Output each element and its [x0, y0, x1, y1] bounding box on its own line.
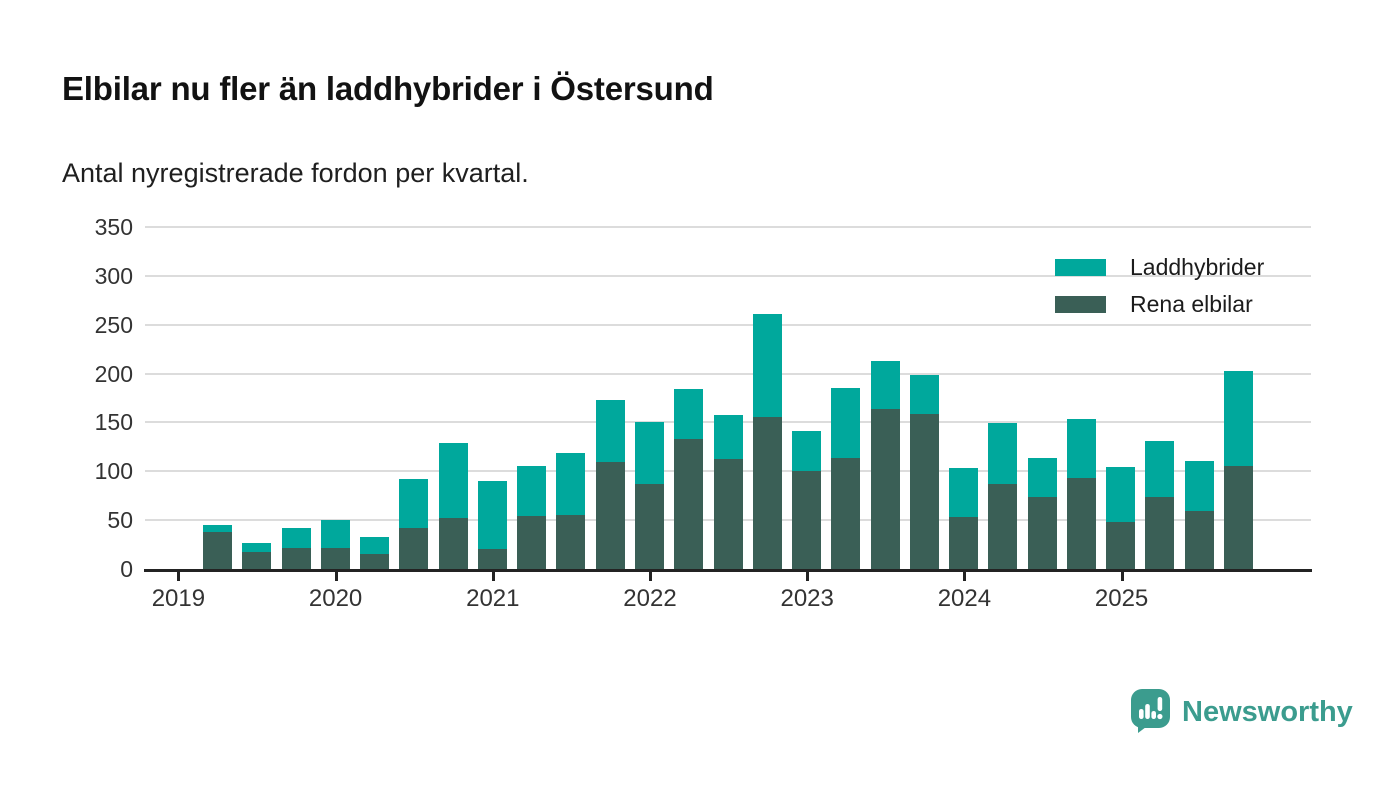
- bar-segment-rena-elbilar: [1106, 522, 1136, 569]
- bar-segment-rena-elbilar: [360, 554, 390, 569]
- gridline: [145, 323, 1311, 326]
- y-axis-label: 350: [94, 214, 133, 240]
- gridline: [145, 372, 1311, 375]
- bar-segment-laddhybrider: [595, 399, 625, 462]
- bar-segment-laddhybrider: [949, 468, 979, 518]
- bar-segment-laddhybrider: [634, 422, 664, 484]
- bar-segment-rena-elbilar: [634, 483, 664, 569]
- bar-segment-rena-elbilar: [242, 552, 272, 569]
- bar-segment-rena-elbilar: [1027, 496, 1057, 569]
- x-axis-label: 2019: [151, 585, 206, 612]
- bar-segment-laddhybrider: [988, 423, 1018, 484]
- y-axis-label: 150: [94, 409, 133, 436]
- bar-segment-laddhybrider: [870, 360, 900, 409]
- bar-segment-laddhybrider: [831, 388, 861, 458]
- bar-segment-rena-elbilar: [1224, 466, 1254, 569]
- bar-segment-laddhybrider: [909, 374, 939, 414]
- x-axis-line: [144, 569, 1312, 572]
- bar-segment-rena-elbilar: [517, 516, 547, 569]
- bar-segment-laddhybrider: [1224, 370, 1254, 467]
- x-axis-tick: [806, 572, 810, 581]
- bar-segment-laddhybrider: [1066, 419, 1096, 479]
- y-axis-label: 250: [94, 311, 133, 338]
- legend-swatch-rena-elbilar: [1055, 295, 1106, 313]
- bar-segment-rena-elbilar: [556, 515, 586, 569]
- bar-segment-rena-elbilar: [713, 458, 743, 569]
- bar-segment-laddhybrider: [281, 527, 311, 549]
- bar-segment-rena-elbilar: [1066, 478, 1096, 569]
- bar-segment-laddhybrider: [556, 452, 586, 516]
- legend-label: Rena elbilar: [1130, 290, 1253, 317]
- bar-segment-laddhybrider: [1106, 467, 1136, 523]
- brand-name: Newsworthy: [1182, 695, 1353, 728]
- x-axis-tick: [649, 572, 652, 581]
- bar-segment-rena-elbilar: [988, 483, 1018, 569]
- legend-label: Laddhybrider: [1130, 253, 1265, 280]
- brand-footer: Newsworthy: [1130, 688, 1353, 736]
- bar-segment-rena-elbilar: [870, 408, 900, 569]
- x-axis-tick: [1120, 572, 1124, 581]
- x-axis-label: 2024: [937, 585, 992, 612]
- bar-segment-laddhybrider: [438, 442, 468, 519]
- x-axis-tick: [963, 572, 967, 581]
- y-axis-label: 200: [94, 360, 133, 387]
- gridline: [145, 274, 1311, 277]
- gridline: [145, 226, 1311, 228]
- bar-segment-rena-elbilar: [281, 548, 311, 569]
- x-axis-label: 2021: [466, 585, 520, 612]
- y-axis-label: 100: [94, 458, 133, 485]
- bar-segment-laddhybrider: [792, 431, 822, 472]
- bar-segment-laddhybrider: [360, 536, 390, 555]
- chart-subtitle: Antal nyregistrerade fordon per kvartal.: [62, 158, 529, 188]
- bar-segment-laddhybrider: [477, 481, 507, 550]
- bar-segment-laddhybrider: [242, 542, 272, 553]
- bar-segment-laddhybrider: [399, 479, 429, 528]
- bar-segment-rena-elbilar: [1145, 496, 1175, 569]
- bar-segment-rena-elbilar: [203, 531, 232, 569]
- newsworthy-logo-icon: [1131, 689, 1170, 733]
- bar-segment-rena-elbilar: [438, 518, 468, 569]
- bar-segment-laddhybrider: [1184, 460, 1214, 512]
- bar-segment-laddhybrider: [1027, 457, 1057, 497]
- x-axis-label: 2022: [623, 585, 677, 612]
- y-axis-label: 50: [107, 507, 133, 534]
- y-axis-label: 300: [94, 262, 133, 289]
- x-axis-tick: [491, 572, 495, 581]
- bar-segment-rena-elbilar: [399, 527, 429, 569]
- bar-segment-rena-elbilar: [674, 439, 704, 569]
- legend-item-rena-elbilar: Rena elbilar: [1055, 290, 1264, 318]
- bar-segment-laddhybrider: [320, 520, 350, 548]
- bar-segment-rena-elbilar: [477, 549, 507, 569]
- x-axis-tick: [177, 572, 181, 581]
- legend-item-laddhybrider: Laddhybrider: [1055, 253, 1264, 281]
- bar-segment-rena-elbilar: [752, 416, 782, 569]
- x-axis-label: 2023: [780, 585, 834, 612]
- bar-segment-laddhybrider: [752, 313, 782, 417]
- bar-segment-rena-elbilar: [949, 517, 979, 569]
- bar-segment-laddhybrider: [674, 389, 704, 440]
- bar-segment-laddhybrider: [713, 414, 743, 459]
- x-axis-label: 2025: [1094, 585, 1149, 612]
- y-axis-label: 0: [120, 556, 133, 582]
- bar-segment-laddhybrider: [517, 466, 547, 517]
- bar-segment-rena-elbilar: [320, 547, 350, 569]
- bar-segment-rena-elbilar: [792, 471, 822, 569]
- x-axis-label: 2020: [308, 585, 363, 612]
- page-title: Elbilar nu fler än laddhybrider i Östers…: [62, 70, 714, 107]
- bar-segment-laddhybrider: [1145, 440, 1175, 497]
- bar-segment-rena-elbilar: [1184, 511, 1214, 569]
- legend-swatch-laddhybrider: [1055, 258, 1106, 276]
- bar-segment-laddhybrider: [203, 525, 232, 532]
- bar-segment-rena-elbilar: [595, 461, 625, 569]
- chart-legend: Laddhybrider Rena elbilar: [1055, 253, 1264, 318]
- x-axis-tick: [334, 572, 338, 581]
- bar-segment-rena-elbilar: [909, 413, 939, 569]
- bar-segment-rena-elbilar: [831, 457, 861, 569]
